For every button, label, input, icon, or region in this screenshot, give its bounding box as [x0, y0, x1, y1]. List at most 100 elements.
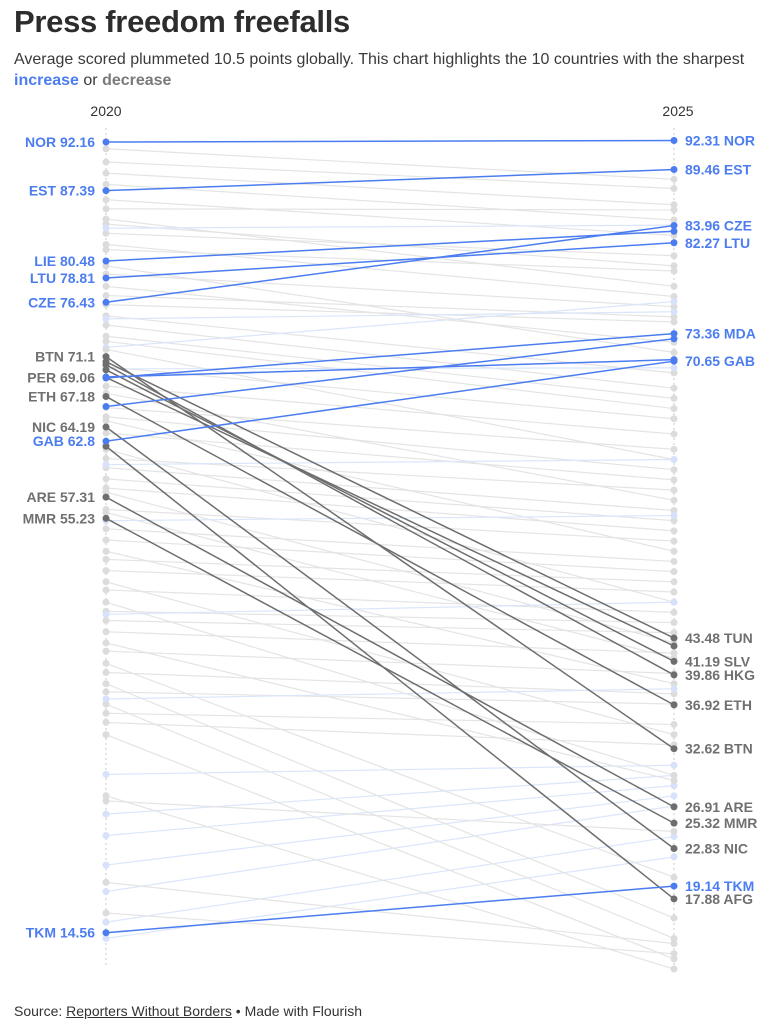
background-line	[105, 912, 675, 955]
background-line	[105, 304, 675, 323]
made-with-flourish: Made with Flourish	[244, 1003, 363, 1019]
label-2025-mda: 73.36 MDA	[685, 326, 756, 342]
background-point-2020	[102, 224, 110, 232]
point-2025-nor	[670, 136, 678, 144]
subtitle-or: or	[78, 72, 103, 89]
year-label-2020: 2020	[90, 103, 121, 119]
background-point-2025	[670, 568, 678, 576]
label-2020-nor: NOR 92.16	[25, 134, 95, 150]
background-line	[105, 539, 675, 573]
background-point-2025	[670, 914, 678, 922]
background-line	[105, 619, 675, 634]
point-2020-afg	[102, 442, 110, 450]
background-line	[105, 601, 675, 776]
background-point-2025	[670, 313, 678, 321]
background-point-2020	[102, 628, 110, 636]
background-point-2025	[670, 318, 678, 326]
background-point-2020	[102, 229, 110, 237]
label-2020-nic: NIC 64.19	[32, 419, 95, 435]
background-point-2020	[102, 659, 110, 667]
background-line	[105, 795, 675, 970]
background-line	[105, 774, 675, 815]
label-2025-ltu: 82.27 LTU	[685, 235, 750, 251]
background-line	[105, 558, 675, 583]
source-link[interactable]: Reporters Without Borders	[66, 1003, 232, 1019]
background-point-2020	[102, 617, 110, 625]
background-point-2020	[102, 215, 110, 223]
background-line	[105, 550, 675, 685]
background-point-2025	[670, 777, 678, 785]
background-point-2020	[102, 680, 110, 688]
background-point-2025	[670, 934, 678, 942]
background-line	[105, 406, 675, 450]
background-point-2025	[670, 282, 678, 290]
background-point-2025	[670, 415, 678, 423]
background-line	[105, 218, 675, 287]
background-line	[105, 528, 675, 563]
background-line	[105, 265, 675, 354]
background-point-2020	[102, 332, 110, 340]
background-point-2020	[102, 688, 110, 696]
background-point-2025	[670, 364, 678, 372]
background-point-2020	[102, 262, 110, 270]
point-2025-eth	[670, 701, 678, 709]
label-2020-per: PER 69.06	[27, 369, 95, 385]
background-line	[105, 161, 675, 190]
background-line	[105, 324, 675, 389]
background-point-2025	[670, 184, 678, 192]
background-point-2020	[102, 709, 110, 717]
background-point-2020	[102, 475, 110, 483]
background-point-2025	[670, 827, 678, 835]
series-line-ltu	[105, 242, 675, 279]
label-2025-tun: 43.48 TUN	[685, 630, 753, 646]
point-2025-unlabeled	[670, 335, 678, 343]
background-point-2025	[670, 782, 678, 790]
point-2020-gab	[102, 437, 110, 445]
background-point-2020	[102, 578, 110, 586]
background-point-2020	[102, 429, 110, 437]
label-2020-mmr: MMR 55.23	[23, 510, 96, 526]
background-line	[105, 458, 675, 466]
background-point-2020	[102, 861, 110, 869]
background-point-2025	[670, 496, 678, 504]
background-line	[105, 420, 675, 552]
background-point-2025	[670, 853, 678, 861]
background-point-2025	[670, 206, 678, 214]
series-line-afg	[105, 445, 675, 900]
background-point-2025	[670, 588, 678, 596]
background-line	[105, 712, 675, 726]
background-point-2025	[670, 629, 678, 637]
series-line-unlabeled	[105, 338, 675, 408]
point-2020-btn	[102, 353, 110, 361]
background-point-2020	[102, 337, 110, 345]
background-point-2020	[102, 158, 110, 166]
label-2025-afg: 17.88 AFG	[685, 891, 753, 907]
background-line	[105, 315, 675, 374]
background-point-2025	[670, 430, 678, 438]
background-point-2020	[102, 647, 110, 655]
background-point-2025	[670, 547, 678, 555]
background-point-2020	[102, 918, 110, 926]
chart-title: Press freedom freefalls	[14, 4, 350, 39]
background-point-2020	[102, 610, 110, 618]
label-2025-gab: 70.65 GAB	[685, 353, 755, 369]
legend-increase: increase	[14, 72, 79, 89]
background-point-2020	[102, 525, 110, 533]
label-2020-are: ARE 57.31	[27, 489, 96, 505]
background-point-2020	[102, 639, 110, 647]
background-point-2025	[670, 649, 678, 657]
series-line-nic	[105, 426, 675, 850]
background-point-2025	[670, 833, 678, 841]
background-point-2025	[670, 262, 678, 270]
background-point-2025	[670, 384, 678, 392]
label-2025-tkm: 19.14 TKM	[685, 878, 754, 894]
background-point-2025	[670, 965, 678, 973]
background-point-2025	[670, 619, 678, 627]
background-line	[105, 581, 675, 736]
background-point-2020	[102, 382, 110, 390]
label-2025-btn: 32.62 BTN	[685, 741, 753, 757]
point-2025-per	[670, 642, 678, 650]
background-line	[105, 392, 675, 501]
background-line	[105, 703, 675, 940]
